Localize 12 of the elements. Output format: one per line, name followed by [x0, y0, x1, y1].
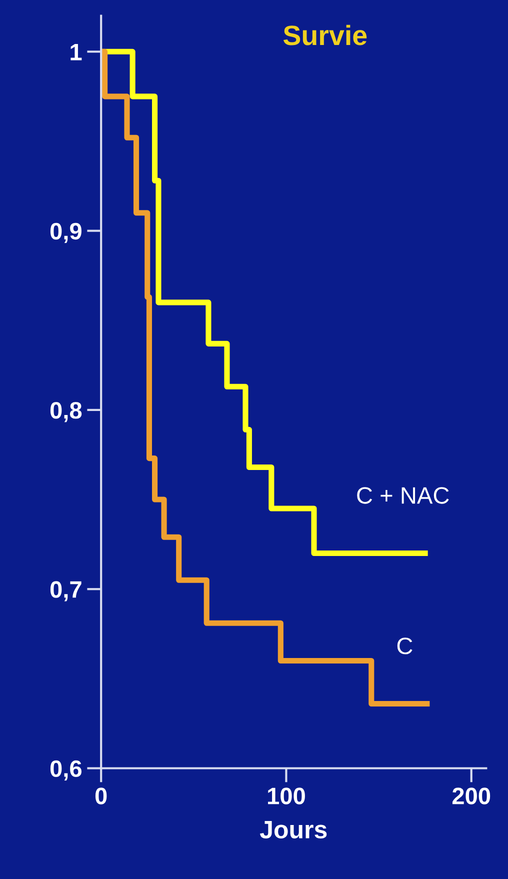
x-tick-label: 0	[95, 788, 107, 804]
y-tick-label: 1	[70, 44, 82, 60]
y-tick-label: 0,9	[50, 222, 82, 244]
y-tick-label: 0,8	[50, 402, 82, 422]
y-tick-label: 0,6	[50, 760, 82, 780]
series-label: C + NAC	[357, 487, 449, 504]
x-axis-title: Jours	[260, 821, 327, 838]
chart-title: Survie	[283, 24, 367, 46]
x-tick-label: 200	[452, 788, 490, 804]
x-tick-label: 100	[268, 788, 305, 804]
y-tick-label: 0,7	[50, 581, 82, 602]
series-label: C	[397, 638, 412, 654]
